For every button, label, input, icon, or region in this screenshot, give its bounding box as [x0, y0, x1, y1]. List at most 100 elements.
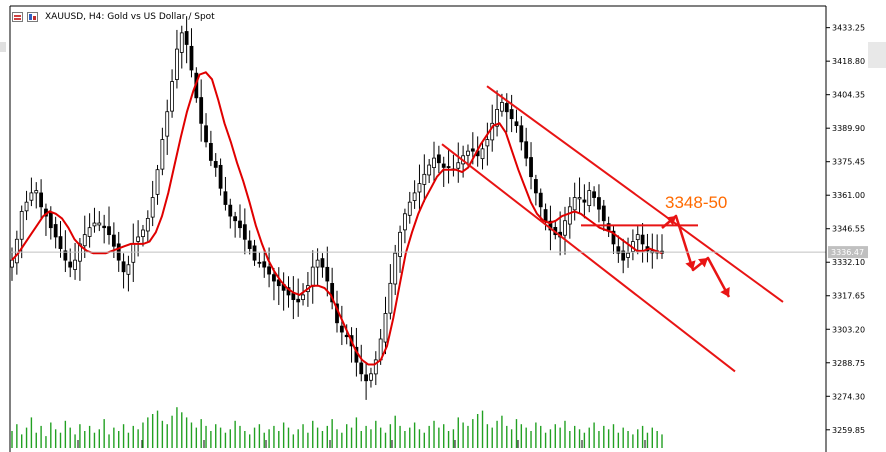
candle-body — [601, 205, 606, 222]
candle-body — [500, 102, 504, 112]
candle-body — [247, 240, 252, 249]
candle-body — [242, 224, 247, 240]
candle-body — [267, 266, 271, 275]
price-tick-label: 3361.00 — [832, 191, 865, 200]
candle-body — [403, 213, 407, 231]
candle-body — [344, 334, 349, 338]
candle-body — [199, 97, 204, 124]
candle-body — [597, 197, 601, 210]
price-tick-label: 3317.65 — [832, 292, 865, 301]
moving-average-line — [11, 71, 663, 366]
price-tick-label: 3303.20 — [832, 325, 865, 334]
price-tick-label: 3389.90 — [832, 124, 865, 133]
chart-header: XAUUSD, H4: Gold vs US Dollar / Spot — [12, 8, 215, 26]
candle-body — [165, 111, 170, 137]
candle-body — [97, 222, 102, 226]
drawing-layer: 3348-50 — [441, 85, 784, 373]
candle-body — [136, 236, 141, 242]
scroll-strip[interactable] — [868, 42, 886, 68]
left-strip — [0, 42, 6, 52]
chart-properties-icon[interactable] — [27, 12, 38, 22]
arrow-head — [685, 260, 696, 270]
candle-body — [339, 325, 344, 333]
candle-body — [68, 261, 73, 268]
candle-body — [533, 179, 538, 194]
candle-body — [427, 164, 432, 176]
arrow-head — [720, 287, 730, 297]
candle-body — [393, 252, 398, 285]
candle-body — [466, 150, 470, 156]
candle-body — [538, 192, 543, 208]
chart-title: XAUUSD, H4: Gold vs US Dollar / Spot — [45, 12, 215, 22]
candle-body — [48, 212, 53, 229]
candle-body — [369, 373, 373, 381]
candle-body — [325, 266, 330, 282]
channel-lower-line[interactable] — [441, 143, 736, 373]
candle-body — [14, 238, 19, 264]
candle-body — [446, 166, 451, 168]
current-price-box — [828, 246, 868, 259]
candle-body — [218, 164, 223, 189]
price-tick-label: 3288.75 — [832, 359, 865, 368]
candle-body — [223, 191, 228, 205]
price-tick-label: 3404.35 — [832, 91, 865, 100]
candle-body — [252, 245, 257, 261]
candle-body — [509, 109, 514, 120]
candle-body — [330, 283, 335, 303]
candle-body — [315, 259, 320, 268]
price-tick-label: 3274.30 — [832, 392, 865, 401]
candle-body — [107, 226, 111, 236]
projection-path[interactable] — [661, 214, 731, 298]
candle-body — [87, 227, 92, 237]
candle-body — [92, 222, 97, 227]
price-tick-label: 3332.10 — [832, 258, 865, 267]
candlesticks — [10, 16, 664, 400]
candle-body — [635, 234, 640, 241]
candle-body — [170, 81, 174, 112]
price-tick-label: 3433.25 — [832, 24, 865, 33]
candle-body — [577, 197, 582, 200]
candle-body — [179, 32, 184, 53]
candle-body — [184, 31, 189, 45]
candle-body — [563, 220, 567, 236]
candle-body — [519, 125, 524, 143]
candle-body — [238, 220, 242, 229]
candle-body — [160, 139, 165, 170]
candle-body — [310, 266, 315, 287]
candle-body — [480, 148, 485, 160]
symbol-list-icon[interactable] — [12, 12, 23, 22]
candle-body — [548, 220, 553, 231]
candle-body — [640, 234, 645, 245]
candle-body — [383, 313, 388, 343]
candle-body — [73, 259, 77, 270]
candle-body — [529, 157, 533, 178]
candle-body — [175, 48, 179, 80]
candle-body — [567, 206, 572, 225]
candle-body — [208, 143, 213, 161]
candle-body — [616, 246, 621, 254]
arrow-head — [698, 258, 708, 268]
price-tick-label: 3259.85 — [832, 426, 865, 435]
candle-body — [39, 192, 44, 208]
candle-body — [291, 293, 296, 300]
candle-body — [470, 148, 475, 152]
price-axis: 3433.25 3418.80 3404.35 3389.90 3375.45 3361.… — [10, 24, 868, 435]
candle-body — [121, 261, 126, 273]
volume-bars — [11, 407, 663, 448]
candle-body — [58, 236, 63, 249]
candle-body — [63, 250, 68, 261]
level-annotation: 3348-50 — [665, 193, 727, 212]
channel-upper-line[interactable] — [486, 85, 784, 303]
candle-body — [53, 224, 58, 238]
candle-body — [29, 192, 34, 201]
candle-body — [626, 252, 630, 258]
candle-body — [82, 234, 87, 247]
candle-body — [485, 139, 490, 147]
candle-body — [301, 294, 305, 301]
candle-body — [388, 282, 393, 314]
candle-body — [296, 298, 301, 303]
candle-body — [621, 250, 626, 261]
candle-body — [111, 234, 116, 247]
